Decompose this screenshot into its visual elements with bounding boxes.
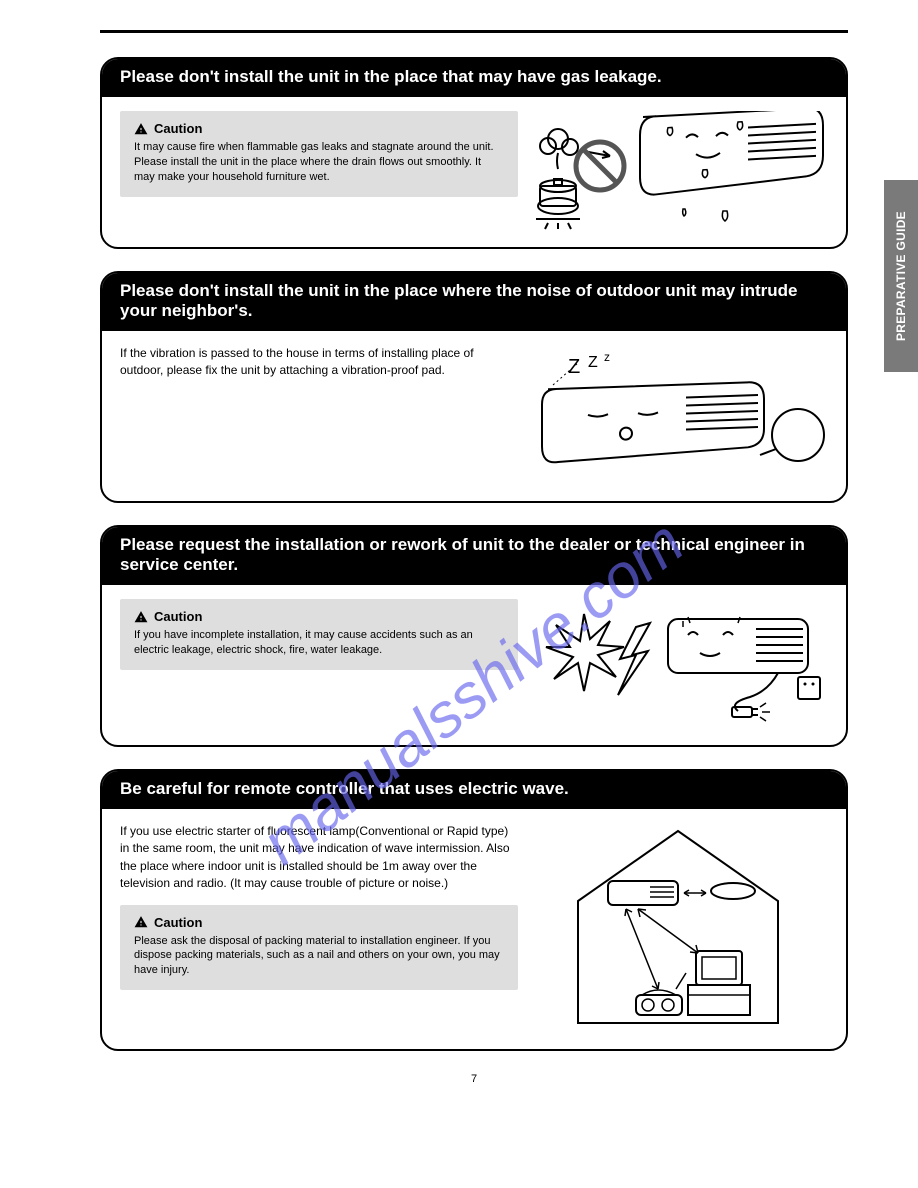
card-gas-leakage: Please don't install the unit in the pla… bbox=[100, 57, 848, 249]
side-tab: PREPARATIVE GUIDE bbox=[884, 180, 918, 372]
caution-box: Caution If you have incomplete installat… bbox=[120, 599, 518, 670]
top-rule bbox=[100, 30, 848, 33]
card-body-text: If the vibration is passed to the house … bbox=[120, 345, 518, 380]
page-number: 7 bbox=[100, 1073, 848, 1085]
zzz-text: Z bbox=[568, 356, 580, 378]
card-title: Please don't install the unit in the pla… bbox=[102, 59, 846, 97]
card-remote-controller: Be careful for remote controller that us… bbox=[100, 769, 848, 1051]
figure-shock bbox=[528, 599, 828, 729]
warning-icon bbox=[134, 122, 148, 136]
figure-noise: Z Z z bbox=[528, 345, 828, 485]
caution-label: Caution bbox=[154, 609, 202, 624]
card-title: Please request the installation or rewor… bbox=[102, 527, 846, 585]
side-tab-label: PREPARATIVE GUIDE bbox=[894, 211, 908, 341]
caution-label: Caution bbox=[154, 121, 202, 136]
card-title: Please don't install the unit in the pla… bbox=[102, 273, 846, 331]
caution-label: Caution bbox=[154, 915, 202, 930]
figure-interference bbox=[528, 823, 828, 1033]
caution-text: It may cause fire when flammable gas lea… bbox=[134, 140, 504, 185]
figure-gas bbox=[528, 111, 828, 231]
svg-text:Z: Z bbox=[588, 354, 598, 371]
caution-box: Caution It may cause fire when flammable… bbox=[120, 111, 518, 197]
page-content: PREPARATIVE GUIDE Please don't install t… bbox=[0, 0, 918, 1115]
svg-text:z: z bbox=[604, 350, 610, 364]
caution-box: Caution Please ask the disposal of packi… bbox=[120, 905, 518, 991]
caution-text: Please ask the disposal of packing mater… bbox=[134, 934, 504, 979]
card-noise: Please don't install the unit in the pla… bbox=[100, 271, 848, 503]
card-title: Be careful for remote controller that us… bbox=[102, 771, 846, 809]
warning-icon bbox=[134, 610, 148, 624]
card-body-text: If you use electric starter of fluoresce… bbox=[120, 823, 518, 893]
caution-text: If you have incomplete installation, it … bbox=[134, 628, 504, 658]
card-installation: Please request the installation or rewor… bbox=[100, 525, 848, 747]
warning-icon bbox=[134, 915, 148, 929]
